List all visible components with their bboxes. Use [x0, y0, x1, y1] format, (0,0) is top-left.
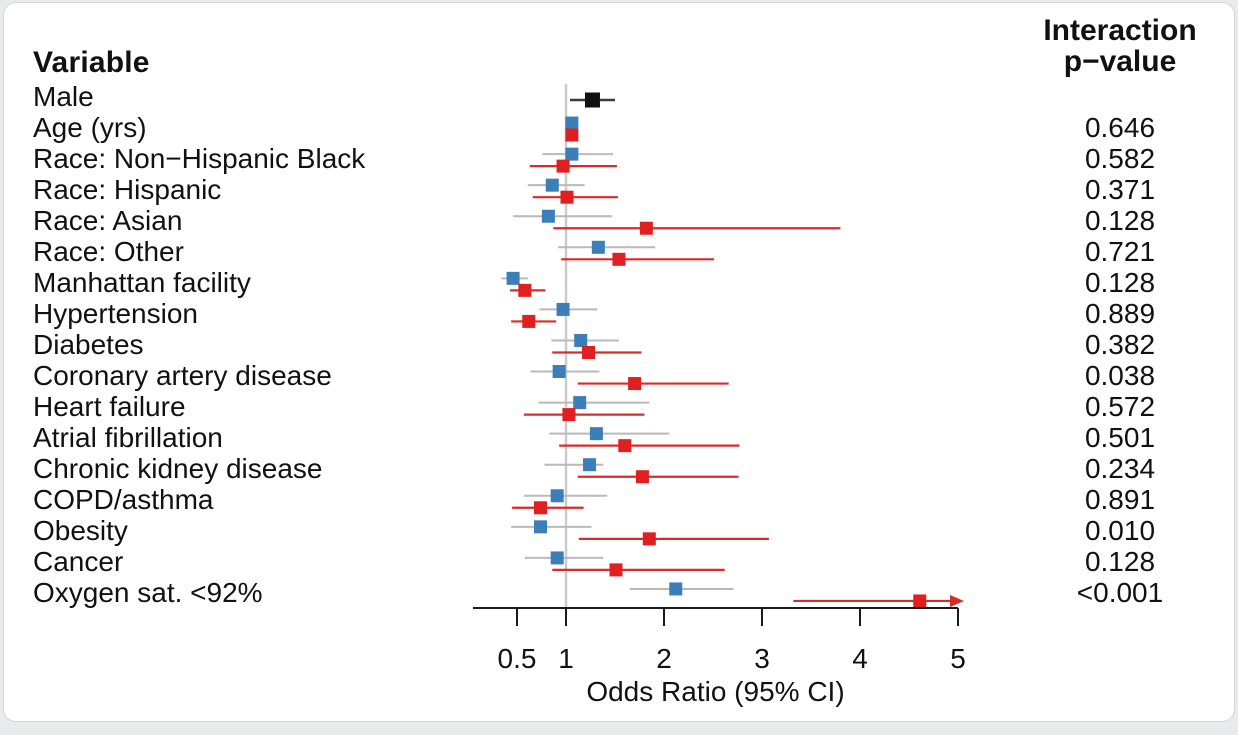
variable-label: Oxygen sat. <92% [33, 577, 263, 609]
interaction-pvalue: 0.010 [1084, 515, 1156, 547]
interaction-pvalue: 0.572 [1084, 391, 1156, 423]
variable-label: Race: Non−Hispanic Black [33, 142, 366, 174]
variable-label: Race: Other [33, 235, 184, 267]
interaction-pvalue: 0.371 [1084, 173, 1156, 205]
interaction-pvalue: 0.128 [1084, 546, 1156, 578]
variable-label: Race: Asian [33, 204, 183, 236]
variable-label: COPD/asthma [33, 484, 214, 516]
interaction-pvalue: 0.501 [1084, 422, 1156, 454]
interaction-pvalue: 0.646 [1084, 111, 1156, 143]
variable-label: Race: Hispanic [33, 173, 222, 205]
interaction-pvalue: 0.721 [1084, 235, 1156, 267]
variable-label: Chronic kidney disease [33, 453, 323, 485]
variable-label: Diabetes [33, 328, 144, 360]
pvalue-header-line1: Interaction [1043, 14, 1197, 47]
variable-column-header: Variable [33, 46, 150, 79]
pvalue-column-header: Interaction p−value [1015, 15, 1225, 77]
interaction-pvalue: 0.889 [1084, 297, 1156, 329]
figure-card [3, 2, 1235, 722]
interaction-pvalue: 0.382 [1084, 328, 1156, 360]
interaction-pvalue [1015, 81, 1225, 112]
interaction-pvalue: 0.582 [1084, 142, 1156, 174]
variable-label: Age (yrs) [33, 111, 147, 143]
variable-label: Atrial fibrillation [33, 422, 223, 454]
variable-label: Manhattan facility [33, 266, 251, 298]
variable-label: Heart failure [33, 391, 186, 423]
pvalue-header-line2: p−value [1063, 45, 1177, 78]
variable-label: Cancer [33, 546, 124, 578]
interaction-pvalue: 0.128 [1084, 266, 1156, 298]
variable-label: Male [33, 80, 94, 112]
interaction-pvalue: 0.038 [1084, 360, 1156, 392]
interaction-pvalue: <0.001 [1076, 577, 1164, 609]
variable-label: Obesity [33, 515, 128, 547]
interaction-pvalue: 0.128 [1084, 204, 1156, 236]
variable-label: Coronary artery disease [33, 360, 332, 392]
interaction-pvalue: 0.234 [1084, 453, 1156, 485]
interaction-pvalue: 0.891 [1084, 484, 1156, 516]
variable-label: Hypertension [33, 297, 198, 329]
